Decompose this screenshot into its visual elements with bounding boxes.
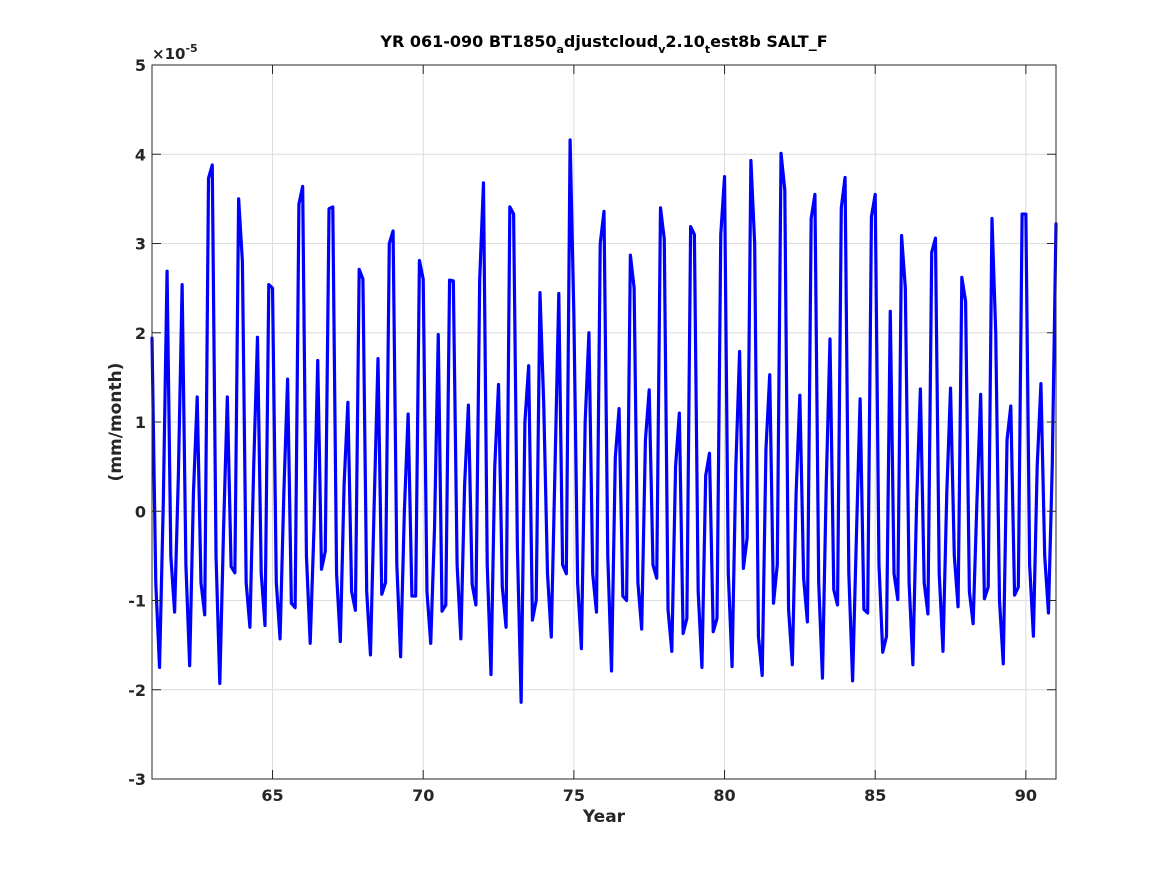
x-tick-labels: 65 70 75 80 85 90	[261, 786, 1037, 805]
title-part-6: est8b SALT_F	[710, 32, 827, 51]
x-tick-label: 85	[864, 786, 886, 805]
y-exponent-base: ×10	[152, 45, 185, 63]
y-tick-label: 2	[135, 324, 146, 343]
x-tick-label: 70	[412, 786, 434, 805]
y-tick-label: 4	[135, 145, 146, 164]
title-part-3: v	[658, 43, 666, 56]
tick-marks	[152, 64, 1056, 780]
y-tick-label: 3	[135, 235, 146, 254]
x-tick-label: 65	[261, 786, 283, 805]
title-part-2: djustcloud	[564, 32, 658, 51]
y-exponent-label: ×10-5	[152, 42, 198, 63]
title-part-5: t	[705, 43, 710, 56]
y-tick-label: 1	[135, 413, 146, 432]
x-tick-label: 80	[713, 786, 735, 805]
y-tick-label: 5	[135, 56, 146, 75]
x-tick-label: 75	[563, 786, 585, 805]
title-part-1: a	[556, 43, 563, 56]
title-part-4: 2.10	[665, 32, 704, 51]
y-tick-labels: -3 -2 -1 0 1 2 3 4 5	[128, 56, 146, 789]
title-part-0: YR 061-090 BT1850	[379, 32, 556, 51]
x-axis-label: Year	[582, 807, 626, 827]
series-line-0	[150, 138, 1058, 704]
y-tick-label: -1	[128, 592, 146, 611]
y-tick-label: 0	[135, 502, 146, 521]
y-axis-label: (mm/month)	[106, 363, 126, 482]
y-tick-label: -2	[128, 681, 146, 700]
chart-title: YR 061-090 BT1850adjustcloudv2.10test8b …	[379, 32, 827, 56]
y-tick-label: -3	[128, 770, 146, 789]
y-exponent-power: -5	[185, 42, 197, 55]
x-tick-label: 90	[1015, 786, 1037, 805]
series-layer	[150, 138, 1058, 704]
